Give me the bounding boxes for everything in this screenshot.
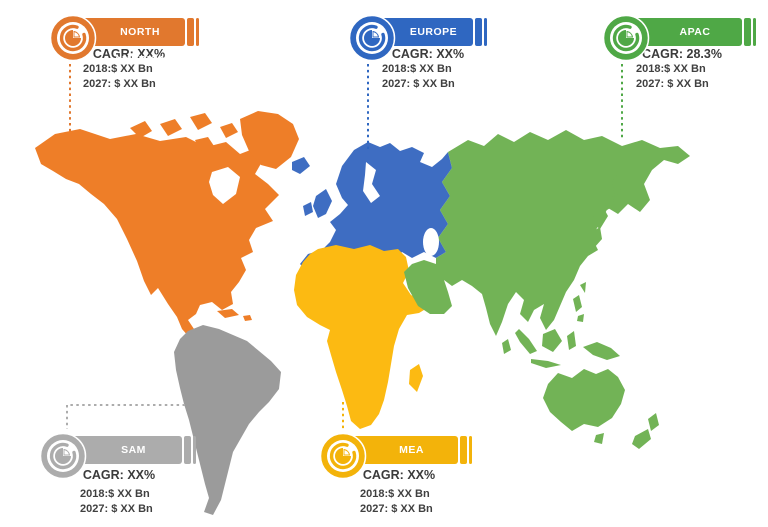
region-values: 2018:$ XX Bn 2027: $ XX Bn xyxy=(382,62,455,92)
badge-stripe-thick xyxy=(744,18,751,46)
badge-stripe-thin xyxy=(753,18,756,46)
value-2018: 2018:$ XX Bn xyxy=(360,488,430,500)
cagr-value: CAGR: XX% xyxy=(82,468,156,482)
pie-chart-icon xyxy=(49,14,97,62)
map-region-south-america xyxy=(174,325,281,515)
badge-stripe-thin xyxy=(469,436,472,464)
value-2027: 2027: $ XX Bn xyxy=(80,503,153,515)
pie-chart-icon xyxy=(602,14,650,62)
map-region-apac xyxy=(404,130,690,449)
region-callout-apac: APAC CAGR: 28.3% 2018:$ XX Bn 2027: $ XX… xyxy=(602,14,768,109)
badge-stripe-thick xyxy=(187,18,194,46)
region-values: 2018:$ XX Bn 2027: $ XX Bn xyxy=(80,487,153,517)
badge-stripe-thick xyxy=(184,436,191,464)
region-name: APAC xyxy=(679,26,711,38)
connector-sam xyxy=(66,404,185,429)
cagr-value: CAGR: XX% xyxy=(362,468,436,482)
region-callout-sam: SAM CAGR: XX% 2018:$ XX Bn 2027: $ XX Bn xyxy=(39,432,249,527)
cagr-value: CAGR: XX% xyxy=(69,47,189,61)
value-2018: 2018:$ XX Bn xyxy=(636,63,706,75)
region-name: NORTH AMERICA xyxy=(113,26,167,66)
value-2027: 2027: $ XX Bn xyxy=(360,503,433,515)
region-values: 2018:$ XX Bn 2027: $ XX Bn xyxy=(83,62,156,92)
map-region-europe xyxy=(292,142,452,278)
region-name: MEA xyxy=(399,444,424,456)
badge-stripe-thick xyxy=(460,436,467,464)
region-name: SAM xyxy=(121,444,146,456)
map-region-north-america xyxy=(35,111,299,351)
value-2018: 2018:$ XX Bn xyxy=(83,62,156,77)
region-callout-europe: EUROPE CAGR: XX% 2018:$ XX Bn 2027: $ XX… xyxy=(348,14,558,109)
badge-stripe-thin xyxy=(196,18,199,46)
badge-stripe-thick xyxy=(475,18,482,46)
pie-chart-icon xyxy=(39,432,87,480)
region-name: EUROPE xyxy=(409,26,458,38)
region-callout-north-america: NORTH AMERICA CAGR: XX% 2018:$ XX Bn 202… xyxy=(49,14,259,109)
region-values: 2018:$ XX Bn 2027: $ XX Bn xyxy=(636,62,709,92)
region-callout-mea: MEA CAGR: XX% 2018:$ XX Bn 2027: $ XX Bn xyxy=(319,432,529,527)
cagr-value: CAGR: XX% xyxy=(391,47,465,61)
value-2018: 2018:$ XX Bn xyxy=(382,63,452,75)
badge-stripe-thin xyxy=(484,18,487,46)
badge-stripe-thin xyxy=(193,436,196,464)
value-2027: 2027: $ XX Bn xyxy=(382,78,455,90)
pie-chart-icon xyxy=(348,14,396,62)
value-2027: 2027: $ XX Bn xyxy=(83,78,156,90)
cagr-value: CAGR: 28.3% xyxy=(642,47,722,61)
value-2018: 2018:$ XX Bn xyxy=(80,488,150,500)
value-2027: 2027: $ XX Bn xyxy=(636,78,709,90)
map-region-africa xyxy=(294,245,429,429)
pie-chart-icon xyxy=(319,432,367,480)
region-values: 2018:$ XX Bn 2027: $ XX Bn xyxy=(360,487,433,517)
